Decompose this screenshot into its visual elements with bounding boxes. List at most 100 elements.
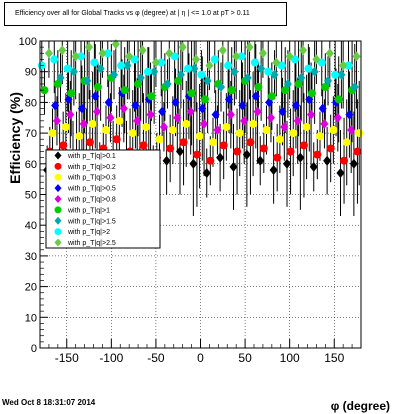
data-point (208, 138, 217, 147)
y-tick-label: 50 (25, 190, 37, 202)
data-point (237, 52, 246, 61)
data-point (307, 109, 316, 120)
data-point (206, 156, 215, 165)
data-point (79, 118, 88, 129)
data-point (256, 155, 265, 166)
data-point (111, 39, 120, 50)
data-point (106, 112, 115, 123)
data-point (178, 42, 187, 53)
data-point (264, 67, 273, 76)
y-tick-label: 80 (25, 97, 37, 109)
data-point (325, 48, 334, 59)
data-point (216, 152, 225, 163)
data-point (225, 94, 234, 105)
axis-tick-labels: 0 10 20 30 40 50 60 70 80 90 100 -150 -100 -50 0 50 100 1… (19, 36, 345, 365)
data-point (159, 121, 168, 132)
data-point (304, 64, 313, 73)
data-point (350, 82, 359, 93)
y-tick-label: 70 (25, 128, 37, 140)
data-point (203, 75, 212, 86)
data-point (217, 82, 226, 93)
data-point (320, 118, 329, 129)
legend-marker (54, 184, 62, 193)
data-point (299, 45, 308, 56)
data-point (163, 78, 172, 89)
data-point (198, 103, 207, 114)
data-point (245, 42, 254, 53)
data-point (224, 61, 233, 70)
data-point (166, 144, 175, 153)
data-point (77, 52, 86, 61)
data-point (272, 57, 281, 68)
data-point (195, 132, 204, 141)
data-point (48, 129, 57, 138)
data-point (339, 60, 348, 71)
data-point (187, 89, 196, 98)
data-point (275, 135, 284, 144)
data-point (59, 141, 68, 150)
data-point (267, 92, 276, 101)
legend-marker (54, 195, 62, 203)
data-point (235, 129, 244, 138)
data-point (344, 61, 353, 70)
data-point (197, 70, 206, 79)
data-point (93, 83, 102, 92)
data-point (297, 72, 306, 83)
data-point (52, 115, 61, 126)
legend-marker (54, 238, 62, 247)
data-point (103, 49, 112, 58)
x-tick-label: 50 (238, 351, 252, 365)
data-point (282, 158, 291, 169)
y-tick-label: 60 (25, 159, 37, 171)
data-point (182, 119, 191, 128)
data-point (315, 132, 324, 141)
data-point (200, 95, 209, 104)
data-point (254, 83, 263, 92)
data-point (299, 141, 308, 150)
data-point (171, 97, 180, 108)
x-tick-label: 100 (280, 351, 300, 365)
data-point (136, 72, 145, 83)
data-point (249, 119, 258, 128)
data-point (342, 138, 351, 147)
data-point (232, 51, 241, 62)
data-point (323, 155, 332, 166)
data-point (291, 55, 300, 64)
data-point (259, 144, 268, 153)
data-point (345, 109, 354, 120)
data-point (318, 103, 327, 114)
data-point (226, 109, 235, 120)
data-point (98, 48, 107, 59)
data-point (147, 92, 156, 101)
data-point (104, 97, 113, 108)
data-point (56, 72, 65, 83)
data-point (262, 126, 271, 135)
data-point (227, 86, 236, 95)
data-point (130, 55, 139, 64)
data-point (243, 72, 252, 83)
data-point (246, 138, 255, 147)
data-point (170, 52, 179, 61)
data-point (205, 60, 214, 71)
y-tick-label: 40 (25, 220, 37, 232)
data-point (146, 109, 155, 120)
data-point (324, 75, 333, 86)
data-point (242, 149, 251, 160)
data-point (266, 112, 275, 123)
data-point (278, 106, 287, 117)
data-point (88, 119, 97, 128)
data-point (155, 135, 164, 144)
legend-label: with p_T|q|>0.5 (67, 186, 116, 193)
data-point (286, 147, 295, 156)
data-point (329, 126, 338, 135)
data-point (93, 106, 102, 117)
data-point (313, 150, 322, 159)
y-tick-label: 0 (31, 343, 37, 355)
x-tick-label: 150 (324, 351, 344, 365)
data-point (117, 61, 126, 70)
data-point (67, 89, 76, 98)
chart-title: Efficiency over all for Global Tracks vs… (15, 10, 250, 17)
data-point (138, 45, 147, 56)
data-point (96, 63, 105, 74)
